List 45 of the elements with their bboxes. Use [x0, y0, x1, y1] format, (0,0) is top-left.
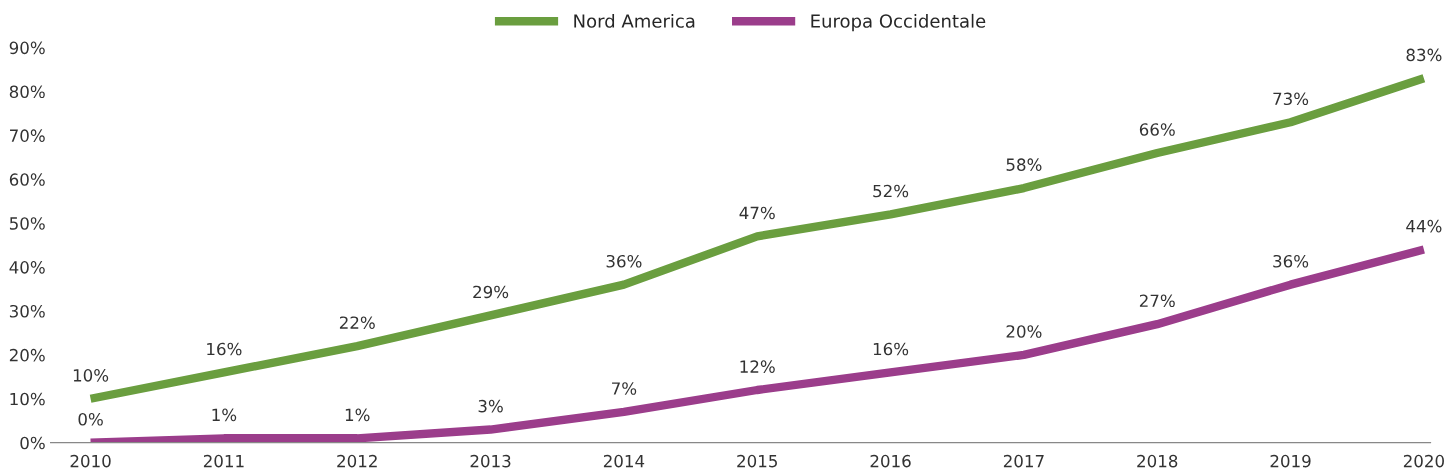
data-label: 52% — [873, 184, 909, 198]
data-label: 16% — [873, 342, 909, 356]
y-tick-label: 90% — [9, 41, 45, 55]
x-tick-label: 2015 — [737, 454, 777, 468]
y-tick-label: 60% — [9, 173, 45, 186]
y-tick-label: 80% — [9, 85, 45, 99]
x-tick-label: 2018 — [1137, 454, 1178, 468]
data-label: 1% — [212, 408, 237, 422]
data-label: 10% — [73, 369, 109, 382]
data-label: 27% — [1139, 294, 1175, 308]
y-tick-label: 20% — [9, 348, 45, 362]
legend-label: Europa Occidentale — [811, 13, 986, 32]
data-label: 36% — [606, 254, 642, 268]
x-tick-label: 2016 — [870, 454, 911, 468]
data-label: 29% — [473, 285, 509, 299]
data-label: 3% — [478, 399, 503, 413]
legend-label: Nord America — [574, 13, 695, 28]
data-label: 47% — [739, 206, 775, 220]
x-tick-label: 2012 — [337, 454, 377, 468]
x-tick-label: 2010 — [70, 454, 111, 468]
data-label: 7% — [612, 382, 637, 395]
x-tick-label: 2011 — [203, 454, 244, 468]
x-tick-label: 2014 — [603, 454, 645, 468]
y-tick-label: 30% — [9, 304, 45, 318]
data-label: 20% — [1006, 325, 1042, 338]
data-label: 66% — [1139, 123, 1175, 136]
y-tick-label: 10% — [10, 392, 45, 406]
y-tick-label: 70% — [10, 129, 45, 142]
y-tick-label: 50% — [9, 217, 45, 230]
data-label: 36% — [1273, 254, 1309, 268]
y-tick-label: 40% — [9, 261, 45, 274]
x-tick-label: 2020 — [1403, 454, 1444, 468]
data-label: 58% — [1006, 158, 1042, 171]
x-tick-label: 2017 — [1003, 454, 1044, 468]
data-label: 16% — [207, 342, 242, 356]
data-label: 22% — [339, 316, 375, 329]
data-label: 1% — [345, 408, 370, 422]
data-label: 83% — [1406, 48, 1442, 62]
x-tick-label: 2013 — [470, 454, 511, 468]
data-label: 12% — [740, 360, 775, 373]
data-label: 44% — [1406, 219, 1442, 233]
x-tick-label: 2019 — [1270, 454, 1311, 468]
data-label: 73% — [1273, 92, 1309, 106]
data-label: 0% — [78, 412, 103, 426]
y-tick-label: 0% — [20, 436, 45, 450]
